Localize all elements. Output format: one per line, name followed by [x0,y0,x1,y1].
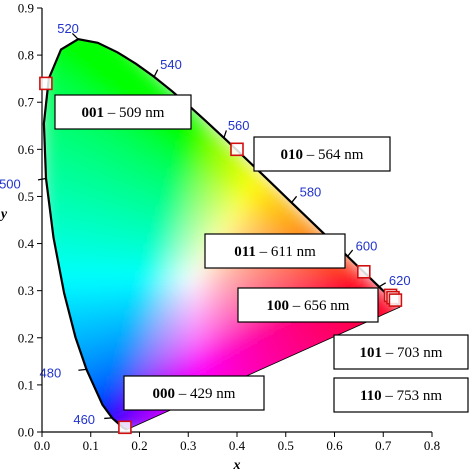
point-labels: 000 – 429 nm 001 – 509 nm 010 – 564 nm 011 … [54,94,469,413]
point-label-100: 100 – 656 nm [267,298,350,314]
wavelength-label: 560 [228,118,250,133]
wavelength-label: 540 [160,57,182,72]
y-tick-label: 0.2 [18,330,34,345]
wavelength-label: 620 [389,273,411,288]
label-box-011: 011 – 611 nm [204,233,346,269]
axes: 0.0 0.1 0.2 0.3 0.4 0.5 0.6 0.7 0.8 0.0 0.1 0.2 0.3 0… [18,1,440,454]
y-tick-label: 0.6 [18,142,35,157]
y-tick-label: 0.9 [18,1,34,16]
y-tick-label: 0.3 [18,283,34,298]
y-tick-label: 0.7 [18,95,35,110]
marker-001 [39,76,53,91]
x-axis-title: x [233,458,241,472]
y-tick-label: 0.5 [18,189,34,204]
wavelength-tick [153,69,159,78]
wavelength-label: 580 [300,185,322,200]
wavelength-label: 460 [73,412,95,427]
y-tick-label: 0.1 [18,377,34,392]
x-tick-label: 0.3 [180,438,196,453]
wavelength-label: 600 [356,238,378,253]
wavelength-tick [223,130,227,139]
wavelength-labels: 460 480 500 520 540 560 580 600 620 [0,21,411,427]
wavelength-tick [71,32,79,40]
y-axis-title: y [0,207,8,222]
label-box-001: 001 – 509 nm [54,94,192,130]
label-box-101: 101 – 703 nm [333,334,469,370]
x-tick-label: 0.8 [424,438,440,453]
label-box-100: 100 – 656 nm [237,287,379,323]
marker-110 [388,293,403,307]
point-label-110: 110 – 753 nm [360,388,442,404]
wavelength-tick [291,195,298,203]
wavelength-tick [104,417,113,420]
y-tick-label: 0.8 [18,48,34,63]
point-label-101: 101 – 703 nm [360,345,443,361]
y-tick-label: 0.4 [18,236,35,251]
wavelength-label: 500 [0,177,21,192]
x-tick-label: 0.5 [278,438,294,453]
label-box-000: 000 – 429 nm [123,375,265,411]
wavelength-tick [378,282,387,288]
marker-010 [230,142,244,157]
wavelength-label: 520 [57,21,79,36]
point-label-001: 001 – 509 nm [82,105,165,121]
x-tick-label: 0.0 [34,438,50,453]
x-tick-label: 0.7 [375,438,392,453]
wavelength-tick [78,368,87,371]
point-label-000: 000 – 429 nm [153,386,236,402]
wavelength-label: 480 [40,365,62,380]
y-tick-label: 0.0 [18,425,34,440]
x-tick-label: 0.6 [326,438,343,453]
x-tick-label: 0.2 [131,438,147,453]
label-box-110: 110 – 753 nm [333,377,469,413]
wavelength-tick [347,249,354,257]
x-tick-label: 0.4 [229,438,246,453]
label-box-010: 010 – 564 nm [253,136,391,172]
data-markers [39,76,403,435]
marker-000 [118,420,132,435]
point-label-010: 010 – 564 nm [281,147,364,163]
marker-011 [356,264,371,279]
point-label-011: 011 – 611 nm [234,244,316,260]
x-tick-label: 0.1 [83,438,99,453]
